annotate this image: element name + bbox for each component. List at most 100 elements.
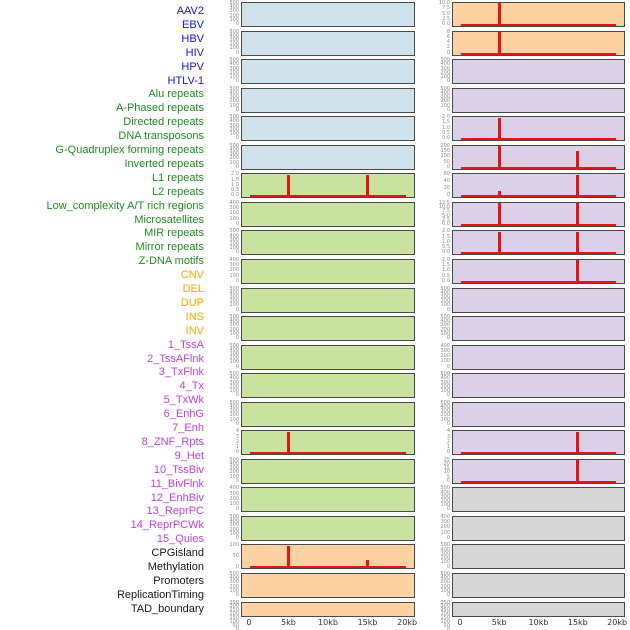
y-tick-label: 200 xyxy=(440,326,450,333)
track-label: CPGisland xyxy=(151,547,204,560)
y-tick-label: 0 xyxy=(235,592,239,599)
y-tick-label: 200 xyxy=(440,524,450,531)
y-tick-label: 200 xyxy=(440,611,450,618)
y-axis-ticks: 350 300 250 200 150 100 50 0 xyxy=(212,600,239,630)
y-axis-ticks: 400 300 200 100 0 xyxy=(423,514,450,541)
y-tick-label: 400 xyxy=(229,61,239,68)
y-tick-label: 500 xyxy=(440,485,450,492)
track-panel xyxy=(241,2,415,27)
y-axis-ticks: 500 400 300 200 100 0 xyxy=(212,143,239,170)
track-label: INS xyxy=(185,310,204,323)
y-tick-label: 20 xyxy=(443,461,450,468)
y-tick-label: 100 xyxy=(229,16,239,23)
track-panel xyxy=(241,487,415,513)
y-tick-label: 300 xyxy=(440,493,450,500)
track-label: HPV xyxy=(181,60,204,73)
signal-baseline xyxy=(460,195,617,198)
y-tick-label: 2.0 xyxy=(442,228,450,235)
signal-baseline xyxy=(460,52,617,55)
y-tick-label: 0 xyxy=(235,392,239,399)
y-tick-label: 0 xyxy=(235,78,239,85)
y-tick-label: 0 xyxy=(446,192,450,199)
y-tick-label: 100 xyxy=(229,215,239,222)
track-panel xyxy=(241,544,415,570)
y-tick-label: 100 xyxy=(440,416,450,423)
y-tick-label: 6 xyxy=(446,33,450,40)
track-panel xyxy=(452,201,625,227)
y-axis-ticks: 500 400 300 200 100 0 xyxy=(423,86,450,113)
track-panel xyxy=(452,316,625,342)
y-tick-label: 200 xyxy=(229,210,239,217)
signal-peak xyxy=(365,560,369,569)
track-label: 15_Quies xyxy=(156,533,204,546)
y-tick-label: 100 xyxy=(440,619,450,625)
y-tick-label: 1.5 xyxy=(442,119,450,126)
track-label: Low_complexity A/T rich regions xyxy=(46,199,204,212)
y-tick-label: 200 xyxy=(440,353,450,360)
y-tick-label: 0 xyxy=(446,306,450,313)
y-tick-label: 100 xyxy=(229,473,239,480)
y-tick-label: 0 xyxy=(235,534,239,541)
track-panel xyxy=(241,573,415,598)
y-tick-label: 200 xyxy=(229,69,239,76)
y-tick-label: 3 xyxy=(235,433,239,440)
y-tick-label: 5.0 xyxy=(442,10,450,17)
track-label: 3_TxFlnk xyxy=(158,366,204,379)
y-tick-label: 500 xyxy=(229,314,239,321)
y-tick-label: 300 xyxy=(440,347,450,354)
y-tick-label: 300 xyxy=(229,236,239,243)
signal-baseline xyxy=(249,195,407,198)
y-tick-label: 300 xyxy=(229,8,239,15)
y-tick-label: 200 xyxy=(229,326,239,333)
y-tick-label: 100 xyxy=(440,559,450,566)
y-axis-ticks: 350 300 250 200 150 100 50 0 xyxy=(423,600,450,630)
y-tick-label: 0 xyxy=(235,563,239,570)
x-tick-label: 0 xyxy=(457,618,463,627)
signal-peak xyxy=(498,117,502,141)
y-tick-label: 100 xyxy=(229,359,239,366)
signal-peak xyxy=(287,431,291,455)
track-panel xyxy=(241,144,415,170)
y-tick-label: 0 xyxy=(446,363,450,370)
y-tick-label: 400 xyxy=(440,546,450,553)
y-tick-label: 400 xyxy=(440,375,450,382)
y-tick-label: 300 xyxy=(229,490,239,497)
signal-baseline xyxy=(249,452,407,455)
y-axis-ticks: 12.5 10.0 7.5 5.0 2.5 0.0 xyxy=(423,200,450,227)
track-panel xyxy=(452,173,625,199)
y-tick-label: 200 xyxy=(229,412,239,419)
y-axis-ticks: 500 400 300 200 100 0 xyxy=(212,1,239,27)
track-label: 10_TssBiv xyxy=(153,463,204,476)
y-tick-label: 400 xyxy=(229,199,239,206)
track-panel xyxy=(241,173,415,199)
track-panel xyxy=(241,258,415,284)
y-tick-label: 200 xyxy=(440,142,450,149)
y-tick-label: 400 xyxy=(229,575,239,582)
track-label: 11_BivFlnk xyxy=(150,477,204,490)
y-tick-label: 0.5 xyxy=(442,244,450,251)
y-tick-label: 50 xyxy=(443,158,450,165)
y-tick-label: 500 xyxy=(440,314,450,321)
y-tick-label: 300 xyxy=(440,94,450,101)
y-tick-label: 150 xyxy=(440,615,450,622)
y-tick-label: 400 xyxy=(229,4,239,11)
y-tick-label: 200 xyxy=(229,155,239,162)
track-panel xyxy=(452,430,625,456)
y-axis-ticks: 500 400 300 200 100 0 xyxy=(212,115,239,141)
y-axis-ticks: 500 400 300 200 100 0 xyxy=(212,314,239,341)
y-tick-label: 10 xyxy=(443,469,450,476)
y-tick-label: 500 xyxy=(440,571,450,577)
y-axis-ticks: 2.0 1.5 1.0 0.5 0.0 xyxy=(212,172,239,198)
y-tick-label: 300 xyxy=(440,579,450,586)
track-panel xyxy=(241,87,415,113)
y-tick-label: 2.5 xyxy=(442,15,450,22)
y-axis-ticks: 25 20 15 10 5 0 xyxy=(423,457,450,484)
y-tick-label: 1.5 xyxy=(231,176,239,183)
track-panel xyxy=(241,316,415,342)
y-tick-label: 0 xyxy=(235,220,239,227)
track-label: HTLV-1 xyxy=(167,74,204,87)
y-tick-label: 100 xyxy=(440,358,450,365)
y-tick-label: 500 xyxy=(229,456,239,463)
y-tick-label: 100 xyxy=(440,529,450,536)
